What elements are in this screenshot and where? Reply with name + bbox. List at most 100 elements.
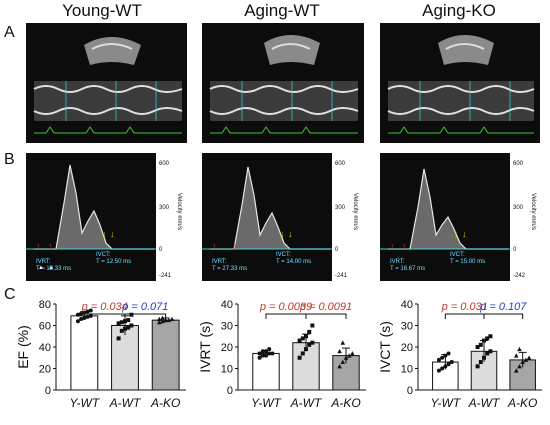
y-axis-label: EF (%)	[15, 325, 31, 369]
data-point	[443, 353, 448, 358]
data-point	[478, 360, 483, 365]
axis-bottom: -242	[513, 273, 526, 279]
data-point	[116, 336, 121, 341]
data-point	[260, 353, 265, 358]
data-point	[346, 353, 352, 358]
axis-zero: 0	[335, 247, 339, 253]
data-point	[123, 319, 127, 324]
data-point	[310, 340, 315, 345]
x-tick-label: A-KO	[330, 396, 360, 410]
header-aging-ko: Aging-KO	[422, 1, 496, 20]
p-value-label: p = 0.034	[81, 301, 128, 313]
header-young-wt: Young-WT	[62, 1, 142, 20]
axis-mid: 300	[513, 205, 524, 211]
data-point	[526, 355, 532, 360]
ivct-label: IVCT:	[96, 252, 111, 258]
doppler-aging-ko: ↓ ↓ ↑ ↑ IVCT: T = 15.00 ms IVRT: T = 16.67…	[380, 153, 543, 281]
data-point	[163, 317, 168, 323]
data-point	[169, 316, 175, 322]
data-point	[123, 326, 127, 331]
data-point	[264, 349, 268, 354]
data-point	[446, 351, 451, 356]
data-point	[264, 353, 268, 358]
axis-bottom: -241	[335, 273, 348, 279]
data-point	[436, 357, 441, 362]
ivct-label: IVCT:	[450, 252, 465, 258]
data-point	[304, 347, 308, 352]
svg-text:↓: ↓	[454, 229, 459, 239]
data-point	[166, 317, 172, 323]
header-aging-wt: Aging-WT	[244, 1, 320, 20]
data-point	[513, 353, 519, 358]
data-point	[340, 359, 346, 365]
data-point	[88, 308, 93, 313]
x-tick-label: Y-WT	[251, 396, 282, 410]
data-point	[267, 351, 272, 356]
data-point	[260, 349, 265, 354]
bar	[70, 315, 99, 391]
data-point	[156, 319, 162, 325]
echo-mmode-young-wt	[26, 23, 187, 143]
axis-top: 600	[335, 161, 346, 167]
svg-text:▲: ▲	[48, 265, 54, 271]
ivrt-label: IVRT:	[212, 259, 227, 265]
data-point	[436, 368, 441, 373]
svg-text:↑: ↑	[232, 241, 237, 251]
data-point	[517, 346, 522, 352]
y-tick-label: 10	[221, 364, 233, 376]
axis-top: 600	[513, 161, 524, 167]
data-point	[85, 309, 90, 314]
data-point	[85, 314, 90, 319]
p-value-label: p = 0.107	[479, 301, 527, 313]
y-tick-label: 40	[221, 299, 233, 311]
data-point	[116, 321, 121, 326]
bar	[252, 352, 280, 391]
data-point	[488, 334, 493, 339]
y-tick-label: 80	[39, 299, 51, 311]
significance-bracket	[124, 313, 167, 319]
y-tick-label: 30	[221, 321, 233, 333]
axis-mid: 300	[335, 205, 346, 211]
data-point	[523, 357, 529, 362]
data-point	[300, 351, 305, 356]
data-point	[340, 340, 346, 345]
y-tick-label: 0	[407, 385, 413, 397]
svg-text:↑: ↑	[402, 241, 407, 251]
p-value-label: p = 0.071	[121, 301, 168, 313]
data-point	[297, 338, 302, 343]
p-value-label: p = 0.0091	[299, 301, 352, 313]
y-tick-label: 20	[221, 342, 233, 354]
data-point	[160, 315, 165, 320]
x-tick-label: Y-WT	[430, 396, 461, 410]
ivrt-label: IVRT:	[390, 259, 405, 265]
data-point	[485, 351, 490, 356]
axis-title: Velocity mm/s	[530, 193, 536, 230]
svg-text:↑: ↑	[212, 241, 217, 251]
svg-text:▲: ▲	[38, 265, 44, 271]
echo-mmode-aging-ko	[380, 23, 540, 143]
svg-text:↓: ↓	[280, 229, 285, 239]
significance-bracket	[444, 313, 485, 319]
data-point	[478, 342, 483, 347]
ivrt-value: T = 18.33 ms	[36, 266, 71, 272]
data-point	[446, 362, 451, 367]
data-point	[300, 336, 305, 341]
data-point	[129, 312, 134, 317]
y-axis-label: IVRT (s)	[197, 321, 213, 373]
significance-bracket	[265, 313, 307, 319]
data-point	[257, 355, 262, 360]
bar	[111, 325, 139, 391]
data-point	[257, 351, 262, 356]
ivrt-value: T = 16.67 ms	[390, 266, 425, 272]
y-tick-label: 0	[45, 385, 51, 397]
y-tick-label: 20	[39, 364, 51, 376]
data-point	[79, 317, 84, 322]
y-tick-label: 40	[39, 342, 51, 354]
data-point	[126, 318, 131, 323]
data-point	[75, 312, 80, 317]
data-point	[126, 325, 131, 330]
data-point	[449, 360, 454, 365]
ivrt-label: IVRT:	[36, 259, 51, 265]
chart-ef: 0 20 40 60 80 EF (%) Y-WT A-WT A-KO p = 0.034 p = …	[14, 290, 194, 420]
data-point	[310, 323, 315, 328]
